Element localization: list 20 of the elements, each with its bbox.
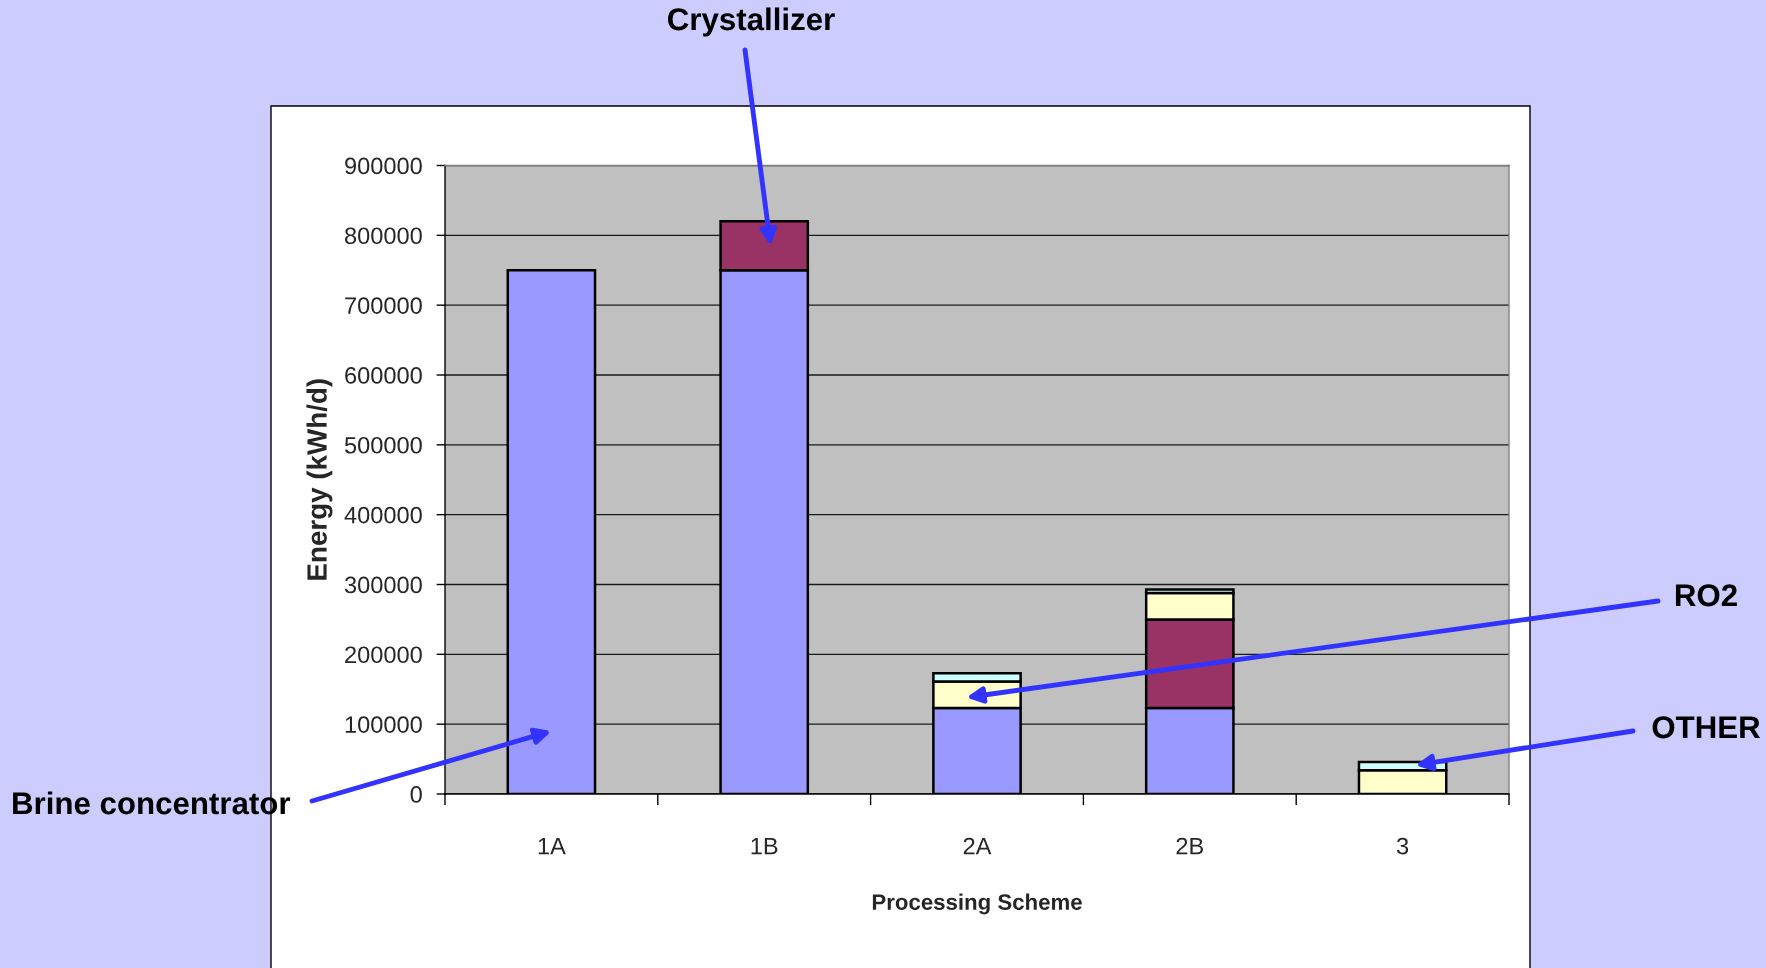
y-tick-label: 300000 [344,576,422,594]
y-tick-label: 900000 [345,157,422,175]
y-tick-label: 600000 [345,367,422,384]
x-tick-label: 1A [538,837,566,855]
y-tick-label: 700000 [345,297,422,314]
y-tick-label: 0 [410,786,422,803]
text: Crystallizer [668,7,835,37]
y-axis-title: Energy (kWh/d) [306,379,333,580]
x-tick-label: 1B [751,837,778,855]
y-tick-label: 100000 [345,716,422,733]
y-tick-label: 800000 [345,227,422,245]
x-axis-title: Processing Scheme [872,893,1082,915]
y-tick-label: 400000 [344,506,422,524]
y-tick-label: 200000 [345,646,422,664]
x-tick-label: 2A [963,837,992,855]
x-tick-label: 3 [1396,837,1409,855]
x-tick-label: 2B [1176,837,1203,855]
y-tick-label: 500000 [344,436,422,454]
text: RO2 [1675,584,1737,607]
text: OTHER [1652,716,1761,739]
